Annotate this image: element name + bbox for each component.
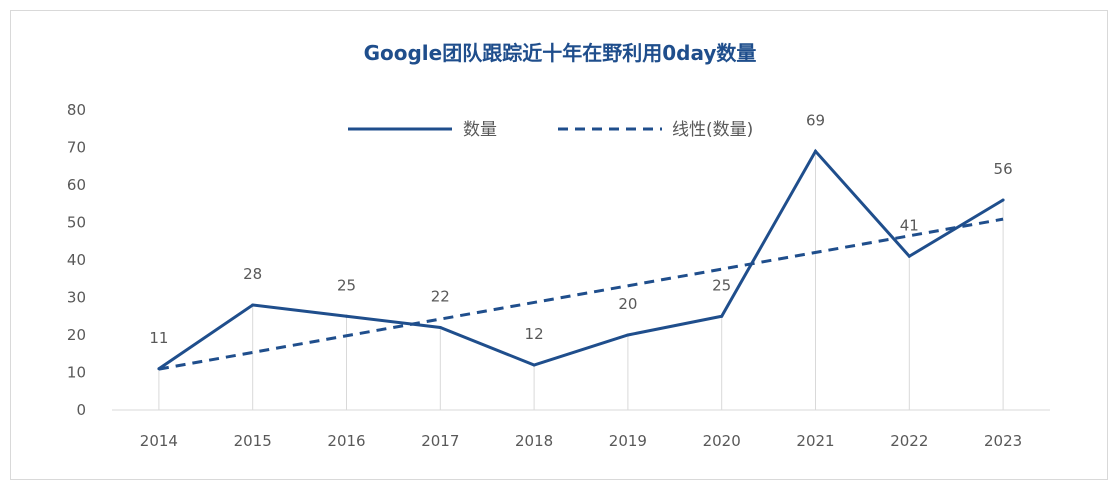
x-tick-label: 2016 bbox=[327, 432, 365, 450]
data-point bbox=[720, 314, 724, 318]
data-label: 69 bbox=[806, 111, 825, 129]
x-tick-label: 2015 bbox=[234, 432, 272, 450]
chart-frame bbox=[10, 10, 1108, 480]
legend: 数量 线性(数量) bbox=[348, 120, 753, 140]
data-label: 56 bbox=[994, 160, 1013, 178]
chart-title: Google团队跟踪近十年在野利用0day数量 bbox=[364, 41, 757, 65]
y-tick-label: 70 bbox=[67, 139, 86, 157]
y-tick-label: 10 bbox=[67, 364, 86, 382]
data-label: 11 bbox=[149, 329, 168, 347]
y-tick-label: 50 bbox=[67, 214, 86, 232]
data-label: 41 bbox=[900, 216, 919, 234]
y-tick-label: 20 bbox=[67, 326, 86, 344]
series-line-1 bbox=[158, 148, 1004, 370]
legend-label-series-1: 数量 bbox=[463, 120, 497, 140]
trendline-series-2 bbox=[158, 217, 1004, 371]
x-tick-label: 2023 bbox=[984, 432, 1022, 450]
y-tick-label: 30 bbox=[67, 289, 86, 307]
y-tick-label: 80 bbox=[67, 101, 86, 119]
x-tick-label: 2018 bbox=[515, 432, 553, 450]
data-label: 28 bbox=[243, 265, 262, 283]
y-tick-label: 60 bbox=[67, 176, 86, 194]
data-point bbox=[438, 326, 442, 329]
data-label: 12 bbox=[525, 325, 544, 343]
data-point bbox=[251, 303, 255, 307]
y-tick-label: 40 bbox=[67, 251, 86, 269]
x-tick-label: 2017 bbox=[421, 432, 459, 450]
legend-label-series-2: 线性(数量) bbox=[672, 120, 753, 140]
y-tick-label: 0 bbox=[76, 401, 86, 419]
x-tick-label: 2019 bbox=[609, 432, 647, 450]
data-label: 25 bbox=[712, 276, 731, 294]
x-tick-label: 2021 bbox=[796, 432, 834, 450]
data-label: 25 bbox=[337, 276, 356, 294]
data-point bbox=[157, 367, 161, 371]
data-point bbox=[814, 149, 817, 153]
data-point bbox=[1001, 198, 1005, 202]
data-point bbox=[907, 254, 911, 258]
x-tick-label: 2022 bbox=[890, 432, 928, 450]
plot-area: 11 28 25 22 12 20 25 69 41 56 bbox=[149, 111, 1013, 410]
data-label: 20 bbox=[618, 295, 637, 313]
data-point bbox=[626, 333, 630, 337]
data-point bbox=[345, 314, 348, 318]
x-tick-label: 2020 bbox=[703, 432, 741, 450]
data-point bbox=[532, 363, 536, 367]
data-label: 22 bbox=[431, 288, 450, 306]
x-tick-label: 2014 bbox=[140, 432, 178, 450]
